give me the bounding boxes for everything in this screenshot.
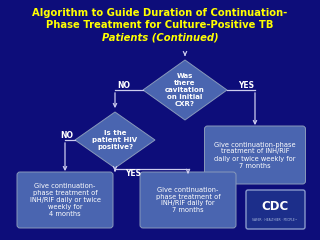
Text: Give continuation-
phase treatment of
INH/RIF daily or twice
weekly for
4 months: Give continuation- phase treatment of IN…	[29, 183, 100, 217]
Text: NO: NO	[117, 80, 131, 90]
FancyBboxPatch shape	[17, 172, 113, 228]
Text: YES: YES	[238, 80, 254, 90]
FancyBboxPatch shape	[246, 190, 305, 229]
Polygon shape	[75, 112, 155, 168]
Text: NO: NO	[60, 131, 74, 139]
FancyBboxPatch shape	[204, 126, 306, 184]
Text: SAFER · HEALTHIER · PEOPLE™: SAFER · HEALTHIER · PEOPLE™	[252, 218, 298, 222]
Text: YES: YES	[125, 168, 141, 178]
Text: CDC: CDC	[261, 200, 289, 214]
Text: Give continuation-phase
treatment of INH/RIF
daily or twice weekly for
7 months: Give continuation-phase treatment of INH…	[214, 142, 296, 168]
Text: Was
there
cavitation
on initial
CXR?: Was there cavitation on initial CXR?	[165, 73, 205, 107]
Polygon shape	[143, 60, 227, 120]
FancyBboxPatch shape	[140, 172, 236, 228]
Text: Patients (Continued): Patients (Continued)	[102, 32, 218, 42]
Text: Is the
patient HIV
positive?: Is the patient HIV positive?	[92, 130, 138, 150]
Text: Give continuation-
phase treatment of
INH/RIF daily for
7 months: Give continuation- phase treatment of IN…	[156, 186, 220, 214]
Text: Phase Treatment for Culture-Positive TB: Phase Treatment for Culture-Positive TB	[46, 20, 274, 30]
Text: Algorithm to Guide Duration of Continuation-: Algorithm to Guide Duration of Continuat…	[32, 8, 288, 18]
